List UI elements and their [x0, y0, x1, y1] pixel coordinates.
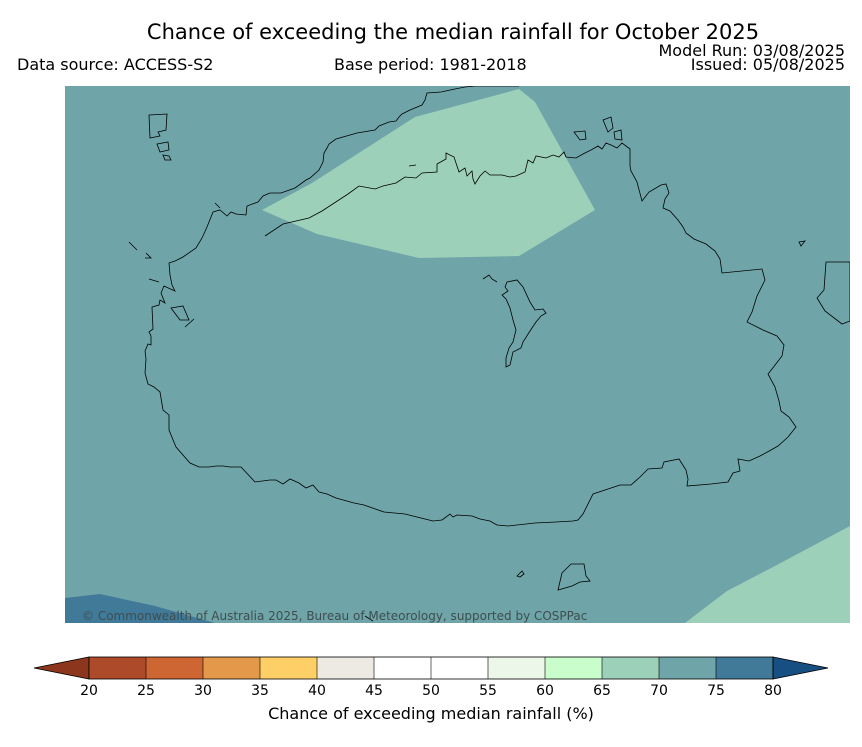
coastline [128, 86, 850, 622]
colorbar-tick-label: 75 [707, 683, 725, 699]
small-island-nw-1 [148, 113, 168, 139]
small-island-south-2 [516, 570, 525, 578]
colorbar-segment [317, 657, 374, 679]
colorbar-tick-label: 25 [137, 683, 155, 699]
coast-fragment-1 [128, 241, 138, 251]
colorbar-tick-label: 20 [80, 683, 98, 699]
colorbar-segment [89, 657, 146, 679]
chart-title: Chance of exceeding the median rainfall … [146, 20, 760, 44]
issued-label: Issued: 05/08/2025 [690, 55, 845, 74]
base-period-label: Base period: 1981-2018 [334, 55, 527, 74]
coast-fragment-3 [184, 318, 195, 328]
small-island-nw-2 [156, 141, 170, 153]
copyright-notice: © Commonwealth of Australia 2025, Bureau… [82, 609, 587, 623]
colorbar-segment [488, 657, 545, 679]
colorbar-tick-label: 70 [650, 683, 668, 699]
mainland-coast [144, 86, 797, 527]
colorbar: 20 25 30 35 40 45 50 55 60 65 70 75 80 [33, 656, 829, 699]
colorbar-segment [716, 657, 773, 679]
colorbar-tick-label: 60 [536, 683, 554, 699]
colorbar-segment [146, 657, 203, 679]
colorbar-segment [602, 657, 659, 679]
small-island-east [798, 240, 806, 247]
colorbar-tick-label: 35 [251, 683, 269, 699]
small-island-south [557, 563, 591, 591]
coast-fragment-6 [145, 252, 152, 259]
small-island-ne-1 [573, 130, 587, 141]
colorbar-tick-label: 50 [422, 683, 440, 699]
region-65-70-southeast [685, 526, 850, 623]
colorbar-tick-label: 40 [308, 683, 326, 699]
coast-fragment-5 [408, 164, 417, 167]
colorbar-segment [374, 657, 431, 679]
data-source-label: Data source: ACCESS-S2 [17, 55, 214, 74]
colorbar-segment [659, 657, 716, 679]
small-island-west [170, 305, 190, 321]
rainfall-map: © Commonwealth of Australia 2025, Bureau… [65, 86, 850, 623]
colorbar-label: Chance of exceeding median rainfall (%) [268, 704, 594, 723]
colorbar-segment [431, 657, 488, 679]
coast-fragment-2 [148, 278, 160, 283]
coast-fragment-7 [364, 615, 374, 622]
region-75-80-southwest [65, 594, 215, 623]
small-island-east-edge [816, 261, 850, 325]
colorbar-segment [203, 657, 260, 679]
small-island-ne-2 [602, 116, 614, 133]
colorbar-tick-label: 55 [479, 683, 497, 699]
small-island-ne-3 [613, 129, 623, 141]
colorbar-segment [545, 657, 602, 679]
colorbar-over-arrow [772, 656, 829, 680]
region-65-70-north [262, 89, 595, 258]
coast-fragment-8 [482, 274, 498, 283]
colorbar-tick-label: 65 [593, 683, 611, 699]
colorbar-tick-label: 80 [764, 683, 782, 699]
colorbar-segment [260, 657, 317, 679]
colorbar-tick-label: 45 [365, 683, 383, 699]
model-run-label: Model Run: 03/08/2025 [658, 41, 846, 60]
coast-fragment-4 [214, 202, 221, 209]
colorbar-under-arrow [33, 656, 90, 680]
small-island-nw-3 [162, 154, 172, 161]
colorbar-tick-label: 30 [194, 683, 212, 699]
tasmania-like-island [501, 279, 547, 368]
